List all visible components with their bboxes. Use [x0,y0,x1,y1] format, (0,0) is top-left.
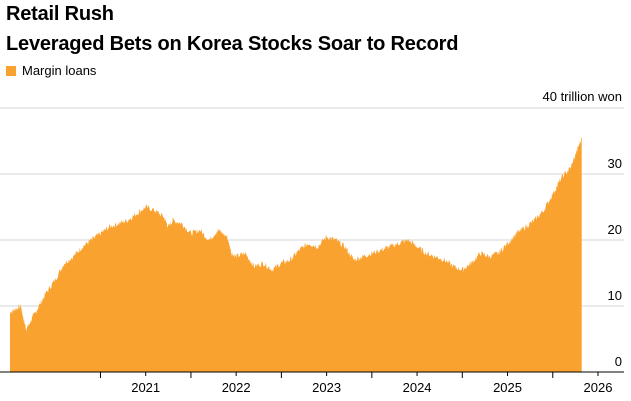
chart-subtitle: Leveraged Bets on Korea Stocks Soar to R… [6,33,459,55]
y-tick-label: 30 [608,156,622,171]
x-tick-label: 2026 [584,380,613,395]
x-tick-label: 2023 [312,380,341,395]
legend-swatch-margin-loans [6,65,16,76]
x-axis-ticks: 2021 2022 2023 2024 2025 2026 [99,372,613,395]
y-unit-label: 40 trillion won [543,89,623,104]
y-tick-label: 10 [608,288,622,303]
x-tick-label: 2025 [493,380,522,395]
x-tick-label: 2022 [222,380,251,395]
chart-title: Retail Rush [6,3,114,25]
legend: Margin loans [6,63,96,78]
legend-label-margin-loans: Margin loans [22,63,97,78]
y-tick-label: 20 [608,222,622,237]
x-tick-label: 2024 [403,380,432,395]
y-axis-ticks: 0 10 20 30 [608,156,622,369]
x-tick-label: 2021 [131,380,160,395]
y-tick-label: 0 [615,354,622,369]
series-area-margin-loans [10,137,582,372]
